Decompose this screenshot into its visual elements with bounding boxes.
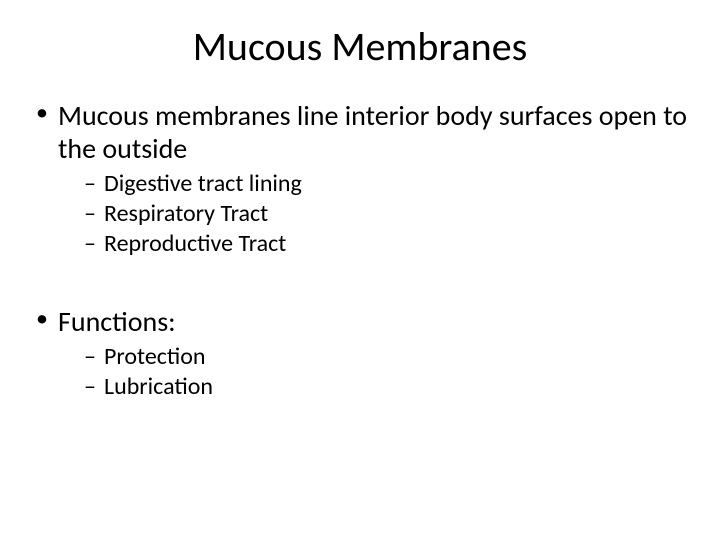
sub-bullet-list: Protection Lubrication (58, 342, 690, 402)
sub-bullet-text: Reproductive Tract (104, 229, 286, 258)
sub-bullet-text: Lubrication (104, 372, 213, 401)
sub-bullet-item: Digestive tract lining (84, 169, 690, 199)
bullet-list: Functions: Protection Lubrication (30, 305, 690, 402)
bullet-text: Functions: (58, 304, 176, 339)
sub-bullet-item: Lubrication (84, 372, 690, 402)
slide-title: Mucous Membranes (0, 0, 720, 81)
bullet-list: Mucous membranes line interior body surf… (30, 99, 690, 259)
spacer (30, 265, 690, 305)
sub-bullet-text: Respiratory Tract (104, 199, 268, 228)
sub-bullet-item: Reproductive Tract (84, 229, 690, 259)
sub-bullet-text: Protection (104, 342, 206, 371)
bullet-item: Mucous membranes line interior body surf… (30, 99, 690, 259)
bullet-text: Mucous membranes line interior body surf… (58, 98, 687, 166)
slide-body: Mucous membranes line interior body surf… (0, 81, 720, 402)
bullet-item: Functions: Protection Lubrication (30, 305, 690, 402)
sub-bullet-item: Respiratory Tract (84, 199, 690, 229)
sub-bullet-list: Digestive tract lining Respiratory Tract… (58, 169, 690, 259)
slide: Mucous Membranes Mucous membranes line i… (0, 0, 720, 540)
sub-bullet-text: Digestive tract lining (104, 169, 302, 198)
sub-bullet-item: Protection (84, 342, 690, 372)
